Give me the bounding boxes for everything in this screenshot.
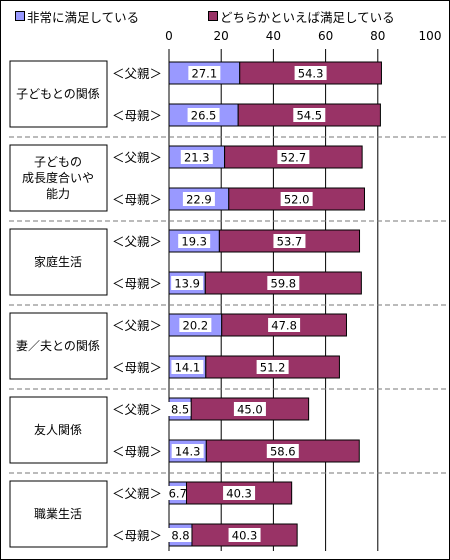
category-label: 友人関係 <box>34 423 82 437</box>
data-label-bg <box>293 108 326 122</box>
data-label: 52.7 <box>281 151 307 165</box>
data-label-bg <box>171 360 204 374</box>
x-tick-label: 20 <box>214 29 229 43</box>
data-label-bg <box>178 234 211 248</box>
data-label-bg <box>256 360 289 374</box>
bar-sublabel: ＜母親＞ <box>112 108 162 123</box>
category-label: 能力 <box>46 187 70 201</box>
data-label: 51.2 <box>260 361 286 375</box>
bar-sublabel: ＜父親＞ <box>112 234 162 249</box>
data-label: 14.3 <box>175 445 201 459</box>
data-label-bg <box>268 318 301 332</box>
category-label: 子どもとの関係 <box>16 87 100 101</box>
category-label: 子どもの <box>34 155 82 169</box>
data-label: 13.9 <box>174 277 200 291</box>
bar-sublabel: ＜父親＞ <box>112 150 162 165</box>
data-label-bg <box>171 276 204 290</box>
data-label-bg <box>233 402 266 416</box>
bar-sublabel: ＜母親＞ <box>112 192 162 207</box>
data-label-bg <box>167 528 193 542</box>
category-box <box>9 228 108 296</box>
category-label: 職業生活 <box>34 507 82 521</box>
legend-item-very-satisfied: 非常に満足している <box>15 8 140 25</box>
bar-sublabel: ＜父親＞ <box>112 318 162 333</box>
category-label: 妻／夫との関係 <box>16 339 100 353</box>
data-label-bg <box>182 192 215 206</box>
data-label-bg <box>277 150 310 164</box>
legend-swatch-very-satisfied <box>15 11 25 21</box>
x-tick-label: 0 <box>165 29 173 43</box>
bar-sublabel: ＜母親＞ <box>112 444 162 459</box>
data-label-bg <box>167 402 193 416</box>
category-box <box>9 60 108 128</box>
category-box <box>9 480 108 548</box>
data-label: 52.0 <box>284 193 310 207</box>
data-label-bg <box>267 276 300 290</box>
category-label: 家庭生活 <box>34 254 82 269</box>
data-label-bg <box>187 108 220 122</box>
data-label: 6.7 <box>169 487 187 501</box>
legend-label-somewhat-satisfied: どちらかといえば満足している <box>220 9 395 25</box>
data-label: 58.6 <box>270 445 296 459</box>
data-label: 40.3 <box>226 487 252 501</box>
x-tick-label: 60 <box>318 29 333 43</box>
x-tick-label: 80 <box>370 29 385 43</box>
bar-sublabel: ＜父親＞ <box>112 66 162 81</box>
legend-item-somewhat-satisfied: どちらかといえば満足している <box>208 8 395 25</box>
data-label: 14.1 <box>175 361 201 375</box>
data-label: 19.3 <box>181 235 207 249</box>
x-tick-label: 100 <box>419 29 442 43</box>
data-label: 45.0 <box>237 403 263 417</box>
data-label: 54.3 <box>298 67 324 81</box>
x-tick-label: 40 <box>266 29 281 43</box>
data-label: 26.5 <box>191 109 217 123</box>
data-label-bg <box>171 444 204 458</box>
data-label: 27.1 <box>192 67 218 81</box>
data-label: 54.5 <box>296 109 322 123</box>
category-box <box>9 144 108 212</box>
data-label: 53.7 <box>277 235 303 249</box>
data-label: 8.5 <box>171 403 189 417</box>
category-box <box>9 396 108 464</box>
legend-swatch-somewhat-satisfied <box>208 11 218 21</box>
category-box <box>9 312 108 380</box>
bar-sublabel: ＜母親＞ <box>112 360 162 375</box>
bar-sublabel: ＜母親＞ <box>112 528 162 543</box>
data-label: 59.8 <box>271 277 297 291</box>
bar-sublabel: ＜母親＞ <box>112 276 162 291</box>
data-label-bg <box>273 234 306 248</box>
bar-sublabel: ＜父親＞ <box>112 486 162 501</box>
data-label: 40.3 <box>232 529 258 543</box>
data-label: 22.9 <box>186 193 212 207</box>
data-label-bg <box>180 150 213 164</box>
data-label: 47.8 <box>271 319 297 333</box>
data-label: 8.8 <box>171 529 189 543</box>
data-label-bg <box>294 66 327 80</box>
bar-sublabel: ＜父親＞ <box>112 402 162 417</box>
data-label: 21.3 <box>184 151 210 165</box>
category-label: 成長度合いや <box>22 170 94 185</box>
data-label-bg <box>280 192 313 206</box>
data-label: 20.2 <box>183 319 209 333</box>
data-label-bg <box>223 486 256 500</box>
data-label-bg <box>266 444 299 458</box>
data-label-bg <box>165 486 191 500</box>
legend-label-very-satisfied: 非常に満足している <box>27 9 140 25</box>
data-label-bg <box>228 528 261 542</box>
data-label-bg <box>179 318 212 332</box>
data-label-bg <box>188 66 221 80</box>
